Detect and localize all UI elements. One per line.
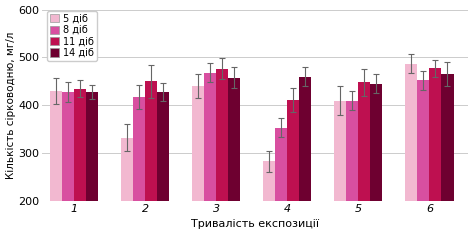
X-axis label: Тривалість експозиції: Тривалість експозиції: [191, 219, 319, 229]
Bar: [300, 77, 311, 201]
Bar: [204, 73, 216, 201]
Legend: 5 діб, 8 діб, 11 діб, 14 діб: 5 діб, 8 діб, 11 діб, 14 діб: [47, 11, 97, 61]
Bar: [62, 92, 74, 201]
Bar: [145, 81, 157, 201]
Bar: [50, 91, 62, 201]
Bar: [86, 92, 98, 201]
Bar: [441, 74, 454, 201]
Bar: [287, 100, 300, 201]
Bar: [417, 80, 429, 201]
Bar: [275, 128, 287, 201]
Bar: [263, 161, 275, 201]
Bar: [334, 101, 346, 201]
Bar: [216, 69, 228, 201]
Bar: [429, 68, 441, 201]
Bar: [346, 101, 358, 201]
Bar: [405, 64, 417, 201]
Y-axis label: Кількість сірководню, мг/л: Кількість сірководню, мг/л: [6, 32, 16, 179]
Bar: [358, 82, 370, 201]
Bar: [133, 97, 145, 201]
Bar: [192, 86, 204, 201]
Bar: [74, 89, 86, 201]
Bar: [121, 138, 133, 201]
Bar: [228, 78, 240, 201]
Bar: [157, 92, 169, 201]
Bar: [370, 84, 383, 201]
